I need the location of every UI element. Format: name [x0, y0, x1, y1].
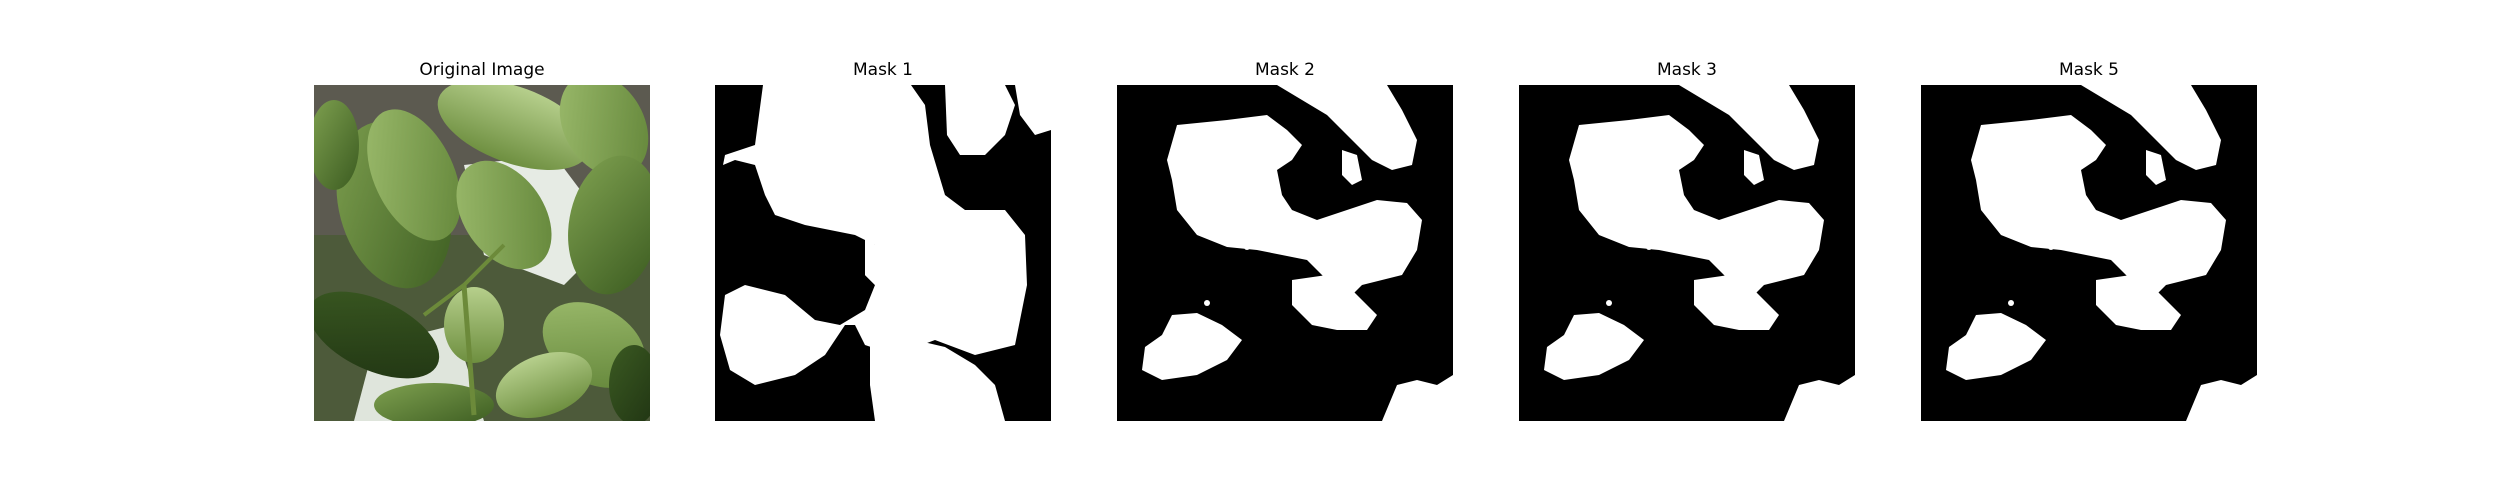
- mask-5-panel: Mask 5: [1921, 0, 2257, 500]
- mask-3-title: Mask 3: [1656, 60, 1717, 80]
- mask-1-image: [715, 85, 1051, 421]
- mask-2-image: [1117, 85, 1453, 421]
- mask-5-image: [1921, 85, 2257, 421]
- mask-1-panel: Mask 1: [715, 0, 1051, 500]
- mask-2-panel: Mask 2: [1117, 0, 1453, 500]
- mask-5-title: Mask 5: [2058, 60, 2119, 80]
- original-image: [314, 85, 650, 421]
- mask-3-panel: Mask 3: [1519, 0, 1855, 500]
- original-image-panel: Original Image: [314, 0, 650, 500]
- mask-1-title: Mask 1: [852, 60, 913, 80]
- original-image-title: Original Image: [419, 60, 545, 80]
- mask-2-title: Mask 2: [1254, 60, 1315, 80]
- mask-3-image: [1519, 85, 1855, 421]
